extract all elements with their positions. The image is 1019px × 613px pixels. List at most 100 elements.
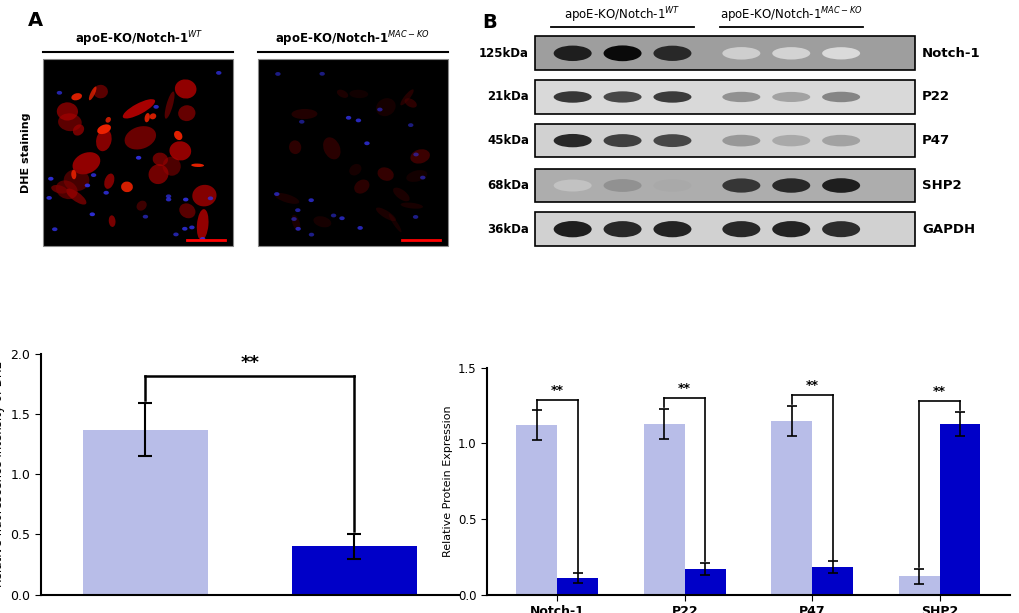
Ellipse shape: [291, 215, 300, 230]
Ellipse shape: [143, 215, 148, 219]
FancyBboxPatch shape: [534, 37, 914, 70]
Ellipse shape: [603, 179, 641, 192]
Ellipse shape: [97, 124, 111, 134]
Ellipse shape: [345, 116, 351, 120]
Ellipse shape: [274, 193, 299, 204]
Ellipse shape: [392, 188, 410, 201]
Ellipse shape: [721, 178, 759, 192]
Ellipse shape: [603, 221, 641, 237]
Ellipse shape: [603, 134, 641, 147]
Ellipse shape: [553, 134, 591, 147]
Text: GAPDH: GAPDH: [921, 223, 974, 235]
Ellipse shape: [653, 221, 691, 237]
Ellipse shape: [150, 113, 156, 120]
Ellipse shape: [105, 117, 111, 123]
Ellipse shape: [291, 217, 297, 221]
Ellipse shape: [413, 215, 418, 219]
Ellipse shape: [400, 202, 423, 208]
Ellipse shape: [299, 120, 305, 124]
Ellipse shape: [189, 226, 195, 229]
Ellipse shape: [182, 197, 189, 202]
Ellipse shape: [149, 164, 168, 184]
Ellipse shape: [721, 221, 759, 237]
Ellipse shape: [208, 196, 213, 200]
Bar: [643, 424, 684, 595]
Ellipse shape: [336, 89, 347, 98]
Ellipse shape: [420, 176, 425, 180]
Ellipse shape: [71, 93, 82, 101]
Ellipse shape: [288, 140, 301, 154]
Text: **: **: [240, 354, 259, 372]
Ellipse shape: [653, 180, 691, 192]
Ellipse shape: [216, 71, 221, 75]
Text: **: **: [550, 384, 564, 397]
Text: Notch-1: Notch-1: [921, 47, 979, 60]
Y-axis label: Relative fluorescence intensity of DHE: Relative fluorescence intensity of DHE: [0, 361, 5, 587]
Ellipse shape: [179, 204, 196, 218]
Bar: [938, 424, 979, 595]
Ellipse shape: [313, 216, 331, 227]
Text: 21kDa: 21kDa: [487, 91, 529, 104]
Ellipse shape: [323, 137, 340, 159]
FancyBboxPatch shape: [534, 212, 914, 246]
FancyBboxPatch shape: [534, 169, 914, 202]
Ellipse shape: [721, 135, 759, 147]
Ellipse shape: [350, 89, 368, 98]
Ellipse shape: [63, 169, 90, 191]
Text: A: A: [29, 11, 44, 30]
Ellipse shape: [399, 89, 414, 105]
Y-axis label: Relative Protein Expression: Relative Protein Expression: [442, 405, 452, 557]
Ellipse shape: [52, 227, 57, 231]
Text: apoE-KO/Notch-1$^{WT}$: apoE-KO/Notch-1$^{WT}$: [564, 6, 680, 25]
Text: P47: P47: [921, 134, 949, 147]
Ellipse shape: [339, 216, 344, 220]
Ellipse shape: [376, 208, 395, 221]
FancyBboxPatch shape: [534, 80, 914, 114]
Ellipse shape: [603, 91, 641, 102]
Ellipse shape: [408, 123, 413, 127]
Ellipse shape: [121, 181, 132, 192]
Ellipse shape: [357, 226, 363, 230]
Ellipse shape: [182, 227, 187, 230]
Ellipse shape: [294, 208, 301, 212]
Ellipse shape: [122, 99, 155, 118]
Ellipse shape: [96, 129, 111, 151]
Ellipse shape: [51, 185, 67, 194]
Ellipse shape: [348, 164, 361, 175]
Ellipse shape: [553, 91, 591, 103]
Ellipse shape: [653, 46, 691, 61]
Ellipse shape: [104, 173, 114, 189]
Text: 36kDa: 36kDa: [487, 223, 529, 235]
Bar: [898, 576, 938, 595]
Ellipse shape: [771, 135, 809, 147]
Ellipse shape: [319, 72, 325, 76]
Ellipse shape: [410, 149, 429, 164]
Ellipse shape: [771, 92, 809, 102]
Bar: [811, 568, 852, 595]
Ellipse shape: [721, 92, 759, 102]
Ellipse shape: [771, 221, 809, 237]
Bar: [516, 425, 556, 595]
Ellipse shape: [173, 232, 178, 237]
Text: SHP2: SHP2: [921, 179, 961, 192]
Ellipse shape: [200, 237, 205, 241]
Ellipse shape: [90, 212, 95, 216]
Ellipse shape: [109, 215, 115, 227]
Text: apoE-KO/Notch-1$^{WT}$: apoE-KO/Notch-1$^{WT}$: [74, 29, 203, 49]
Ellipse shape: [191, 164, 204, 167]
Text: DHE staining: DHE staining: [21, 112, 32, 192]
Ellipse shape: [603, 45, 641, 61]
FancyBboxPatch shape: [534, 124, 914, 158]
Ellipse shape: [174, 79, 197, 99]
Bar: [291, 546, 417, 595]
Ellipse shape: [89, 86, 97, 101]
FancyBboxPatch shape: [43, 59, 233, 246]
Text: P22: P22: [921, 91, 949, 104]
Ellipse shape: [821, 47, 859, 59]
Ellipse shape: [291, 109, 317, 119]
Text: 125kDa: 125kDa: [479, 47, 529, 60]
Ellipse shape: [376, 98, 395, 116]
Ellipse shape: [193, 185, 216, 207]
Ellipse shape: [771, 178, 809, 192]
Ellipse shape: [274, 192, 279, 196]
